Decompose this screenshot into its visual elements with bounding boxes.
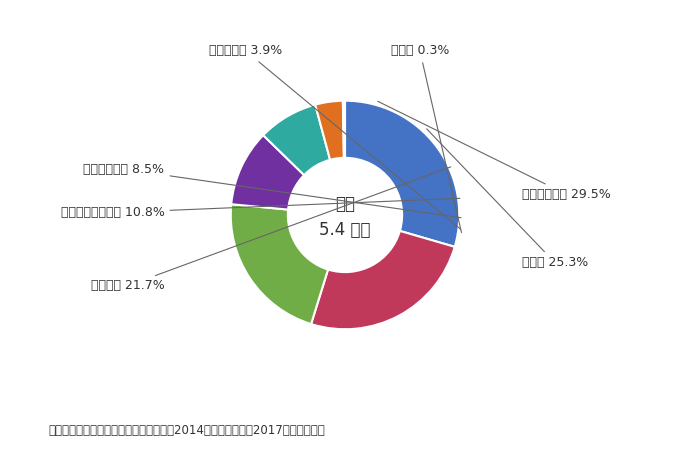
Text: 5.4 トン: 5.4 トン — [319, 221, 371, 239]
Text: ボタン電池 3.9%: ボタン電池 3.9% — [209, 44, 461, 229]
Text: 合計: 合計 — [335, 194, 355, 212]
Text: ランプ 25.3%: ランプ 25.3% — [426, 129, 589, 270]
Wedge shape — [311, 231, 455, 329]
Wedge shape — [230, 204, 328, 324]
Wedge shape — [315, 101, 344, 160]
Text: 医療用計測器 29.5%: 医療用計測器 29.5% — [377, 101, 611, 201]
Wedge shape — [343, 101, 345, 158]
Text: スイッチ・リレー 10.8%: スイッチ・リレー 10.8% — [61, 198, 460, 219]
Text: 工業用計測器 8.5%: 工業用計測器 8.5% — [83, 163, 461, 218]
Wedge shape — [231, 135, 304, 210]
Wedge shape — [345, 101, 460, 247]
Text: 無機薬品 21.7%: 無機薬品 21.7% — [90, 167, 451, 292]
Text: 出典：水銀に関するマテリアルフロー（2014年度ベース）（2017年、環境省）: 出典：水銀に関するマテリアルフロー（2014年度ベース）（2017年、環境省） — [48, 423, 325, 436]
Text: 医薬品 0.3%: 医薬品 0.3% — [391, 44, 462, 233]
Wedge shape — [263, 105, 330, 175]
